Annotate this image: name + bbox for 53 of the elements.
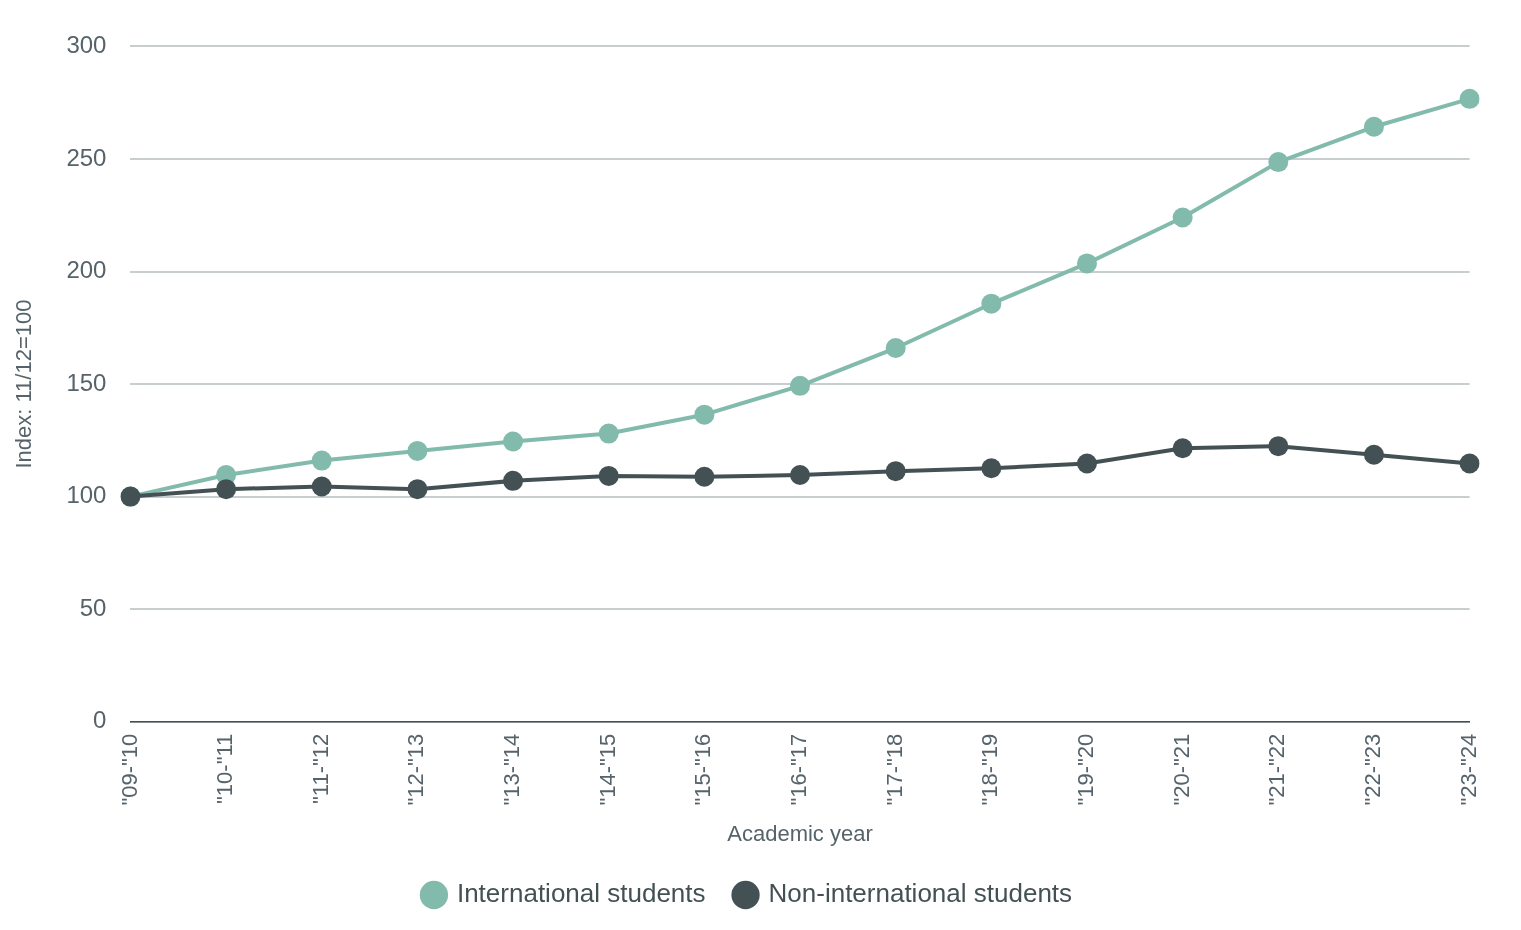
point xyxy=(503,431,524,452)
point xyxy=(790,465,811,485)
point xyxy=(407,440,428,461)
x-tick-label: "18-"19 xyxy=(977,733,1003,806)
x-tick-label: "13-"14 xyxy=(499,733,525,806)
x-axis-title: Academic year xyxy=(727,820,873,846)
point xyxy=(1076,453,1097,474)
x-tick-label: "15-"16 xyxy=(690,733,716,806)
x-tick-label: "12-"13 xyxy=(403,733,429,806)
x-tick-label: "23-"24 xyxy=(1455,733,1481,806)
point xyxy=(598,423,619,444)
point xyxy=(311,476,332,497)
point xyxy=(311,450,332,471)
y-tick-label: 300 xyxy=(66,31,107,59)
point xyxy=(1459,88,1480,109)
point xyxy=(694,466,715,487)
y-tick-label: 200 xyxy=(66,256,107,284)
x-tick-label: "10-"11 xyxy=(212,733,238,804)
x-tick-label: "09-"10 xyxy=(116,733,142,806)
y-tick-label: 50 xyxy=(79,593,107,621)
y-tick-label: 150 xyxy=(66,368,107,396)
x-tick-label: "19-"20 xyxy=(1073,733,1099,806)
y-tick-label: 0 xyxy=(93,706,107,734)
x-tick-label: "16-"17 xyxy=(786,733,812,806)
point xyxy=(1363,116,1384,137)
point xyxy=(1459,453,1480,474)
point xyxy=(790,375,811,396)
point xyxy=(885,461,906,482)
x-tick-label: "17-"18 xyxy=(881,733,907,806)
point xyxy=(1268,152,1289,173)
point xyxy=(598,465,619,486)
x-tick-label: "11-"12 xyxy=(307,733,333,804)
point xyxy=(216,479,237,500)
y-tick-label: 250 xyxy=(66,143,107,171)
point xyxy=(694,404,715,425)
x-tick-label: "14-"15 xyxy=(594,733,620,806)
point xyxy=(1268,436,1289,457)
point xyxy=(981,293,1002,314)
x-tick-label: "21-"22 xyxy=(1264,733,1290,806)
x-tick-label: "20-"21 xyxy=(1168,733,1194,806)
point xyxy=(1076,253,1097,274)
y-tick-label: 100 xyxy=(66,481,107,509)
point xyxy=(885,338,906,359)
legend-label: International students xyxy=(456,878,706,909)
point xyxy=(981,458,1002,479)
x-tick-label: "22-"23 xyxy=(1360,733,1386,806)
point xyxy=(1363,444,1384,465)
point xyxy=(407,479,428,500)
y-axis-title: Index: 11/12=100 xyxy=(11,299,37,469)
legend-label: Non-international students xyxy=(768,878,1073,909)
point xyxy=(503,470,524,491)
point xyxy=(1172,207,1193,228)
point xyxy=(1172,438,1193,459)
